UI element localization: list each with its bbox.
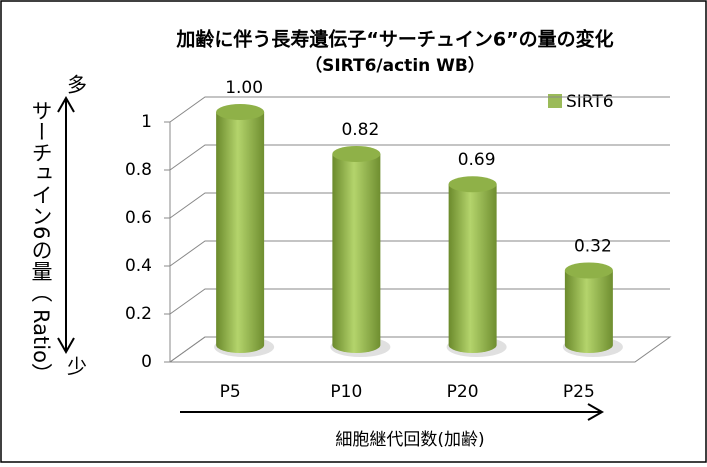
bar-body	[564, 270, 613, 353]
chart-title: 加齢に伴う長寿遺伝子“サーチュイン6”の量の変化	[175, 28, 613, 51]
value-label: 1.00	[225, 78, 263, 98]
y-annotation-low: 少	[67, 355, 87, 379]
y-tick-label: 0.6	[125, 208, 152, 228]
y-tick-label: 0.8	[125, 160, 152, 180]
x-axis-label: 細胞継代回数(加齢)	[335, 430, 484, 450]
grid-line	[169, 240, 670, 267]
grid-line	[169, 144, 670, 171]
grid-line	[169, 336, 670, 363]
y-tick-label: 0	[141, 352, 152, 372]
bar-top	[448, 176, 497, 193]
legend-label: SIRT6	[566, 92, 614, 112]
bar	[330, 145, 391, 357]
legend-swatch	[548, 94, 562, 108]
value-label: 0.82	[341, 120, 379, 140]
grid-line	[169, 96, 670, 123]
value-label: 0.32	[574, 236, 612, 256]
bar-body	[332, 153, 381, 353]
y-axis-label: サーチュイン6の量（ Ratio）	[29, 100, 53, 384]
bar-top	[564, 262, 613, 279]
x-tick-label: P25	[563, 382, 595, 402]
bar	[446, 176, 507, 357]
grid-line	[169, 288, 670, 315]
y-tick-label: 1	[141, 112, 152, 132]
grid-line	[169, 192, 670, 219]
chart-subtitle: （SIRT6/actin WB）	[305, 55, 485, 76]
bar-top	[332, 145, 381, 162]
value-label: 0.69	[458, 150, 496, 170]
y-tick-label: 0.2	[125, 304, 152, 324]
x-tick-label: P5	[220, 382, 241, 402]
x-tick-label: P20	[447, 382, 479, 402]
x-tick-label: P10	[330, 382, 362, 402]
x-arrow	[180, 403, 605, 421]
y-arrow	[57, 95, 75, 355]
bar-top	[216, 104, 265, 120]
bar	[562, 262, 623, 357]
bar-body	[448, 184, 497, 353]
y-annotation-high: 多	[67, 73, 87, 97]
bar	[214, 104, 275, 357]
y-tick-label: 0.4	[125, 256, 152, 276]
bar-body	[216, 112, 265, 353]
